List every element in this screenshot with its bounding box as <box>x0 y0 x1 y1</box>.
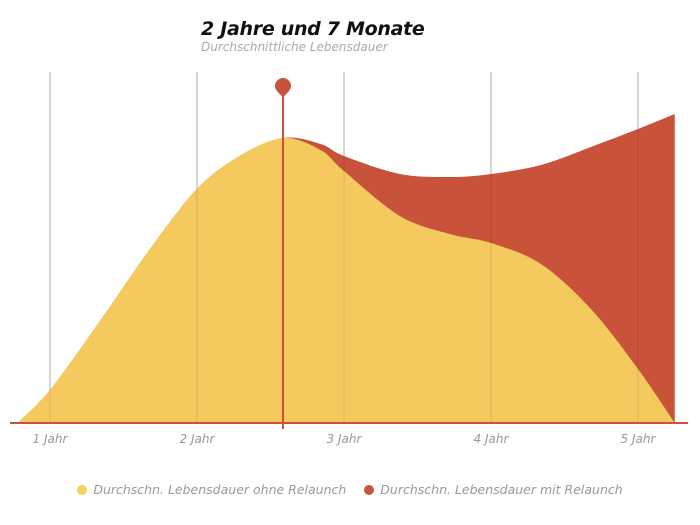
legend-dot-red <box>364 484 375 495</box>
chart-title: 2 Jahre und 7 Monate <box>201 18 425 40</box>
x-tick-label: 1 Jahr <box>33 432 69 446</box>
map-pin-icon[interactable] <box>274 78 291 98</box>
x-tick-label: 5 Jahr <box>621 432 657 446</box>
x-tick-label: 3 Jahr <box>327 432 363 446</box>
legend-item-mit[interactable]: Durchschn. Lebensdauer mit Relaunch <box>364 482 623 497</box>
legend-label: Durchschn. Lebensdauer mit Relaunch <box>380 482 623 497</box>
legend-label: Durchschn. Lebensdauer ohne Relaunch <box>93 482 347 497</box>
series-area-1 <box>17 137 675 424</box>
x-tick-label: 2 Jahr <box>180 432 216 446</box>
legend-dot-yellow <box>77 484 88 495</box>
legend-item-ohne[interactable]: Durchschn. Lebensdauer ohne Relaunch <box>77 482 346 497</box>
chart-subtitle: Durchschnittliche Lebensdauer <box>201 40 388 54</box>
chart: 1 Jahr 2 Jahr 3 Jahr 4 Jahr 5 Jahr <box>10 72 688 446</box>
legend: Durchschn. Lebensdauer ohne Relaunch Dur… <box>0 482 700 498</box>
x-tick-label: 4 Jahr <box>474 432 510 446</box>
